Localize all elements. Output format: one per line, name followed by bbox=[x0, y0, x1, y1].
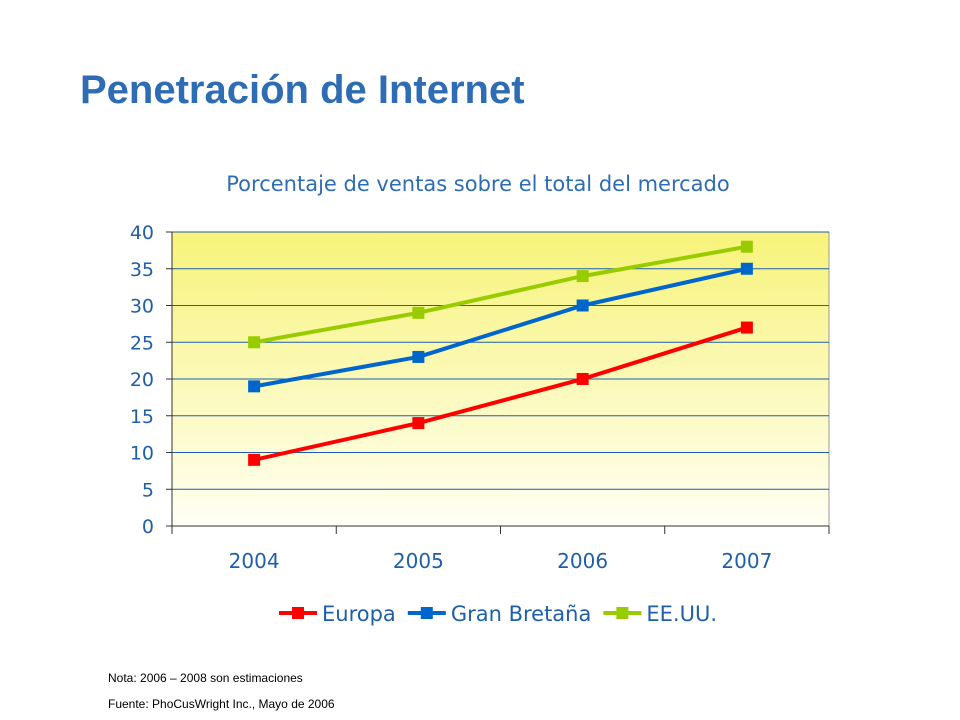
x-tick-label: 2005 bbox=[393, 549, 444, 573]
x-axis: 2004 2005 2006 2007 bbox=[171, 525, 830, 573]
data-point-marker bbox=[740, 240, 753, 253]
data-point-marker bbox=[576, 299, 589, 312]
y-tick-label: 25 bbox=[130, 332, 154, 354]
legend-label: EE.UU. bbox=[646, 602, 717, 626]
y-tick-label: 10 bbox=[130, 443, 154, 465]
y-axis: 0 5 10 15 20 25 30 35 40 bbox=[130, 222, 173, 538]
y-tick-label: 40 bbox=[130, 222, 154, 244]
x-tick-label: 2006 bbox=[557, 549, 608, 573]
slide-title: Penetración de Internet bbox=[80, 68, 525, 112]
data-point-marker bbox=[248, 380, 261, 393]
legend-label: Gran Bretaña bbox=[451, 602, 592, 626]
y-tick-label: 5 bbox=[142, 479, 154, 501]
x-tick-label: 2007 bbox=[721, 549, 772, 573]
chart-title: Porcentaje de ventas sobre el total del … bbox=[226, 172, 729, 196]
series-line bbox=[253, 244, 748, 345]
data-point-marker bbox=[412, 306, 425, 319]
data-point-marker bbox=[740, 321, 753, 334]
data-point-marker bbox=[412, 350, 425, 363]
x-tick-label: 2004 bbox=[229, 549, 280, 573]
data-point-marker bbox=[248, 336, 261, 349]
legend: Europa Gran Bretaña EE.UU. bbox=[279, 602, 717, 626]
y-tick-label: 35 bbox=[130, 259, 154, 281]
data-point-marker bbox=[740, 262, 753, 275]
series-line bbox=[253, 266, 748, 389]
y-tick-label: 30 bbox=[130, 296, 154, 318]
legend-label: Europa bbox=[322, 602, 396, 626]
legend-swatch-marker bbox=[420, 607, 433, 619]
legend-swatch-marker bbox=[616, 607, 629, 619]
series-line bbox=[253, 325, 748, 462]
legend-swatch-marker bbox=[292, 607, 304, 619]
data-point-marker bbox=[576, 270, 589, 283]
data-point-marker bbox=[412, 417, 425, 430]
series-group bbox=[248, 240, 753, 466]
y-tick-label: 20 bbox=[130, 369, 154, 391]
estimate-note: Nota: 2006 – 2008 son estimaciones bbox=[108, 671, 303, 685]
y-tick-label: 15 bbox=[130, 406, 154, 428]
source-note: Fuente: PhoCusWright Inc., Mayo de 2006 bbox=[108, 697, 335, 711]
y-tick-label: 0 bbox=[142, 516, 154, 538]
data-point-marker bbox=[248, 453, 261, 466]
data-point-marker bbox=[576, 373, 589, 385]
